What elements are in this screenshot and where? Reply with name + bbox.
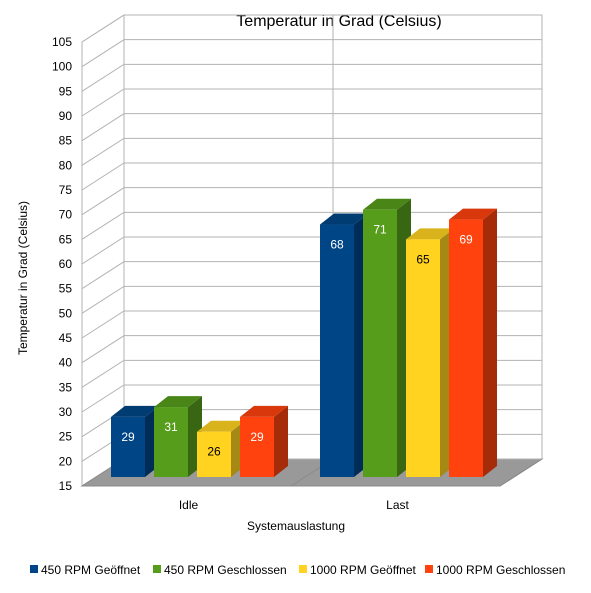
labels-layer: 29 31 26 29 68 71 65 69 xyxy=(121,223,473,459)
legend-label: 1000 RPM Geschlossen xyxy=(436,563,565,577)
gridline xyxy=(81,63,542,92)
legend-swatch xyxy=(299,565,307,573)
y-tick-label: 55 xyxy=(59,282,73,296)
data-label: 65 xyxy=(416,252,430,266)
bar-top xyxy=(363,198,411,210)
data-label: 71 xyxy=(373,223,387,237)
x-tick-label: Idle xyxy=(179,498,199,512)
bar xyxy=(406,228,454,477)
bar-front xyxy=(363,209,397,477)
legend-swatch xyxy=(30,565,38,573)
legend-item: 1000 RPM Geschlossen xyxy=(425,563,565,577)
bar-top xyxy=(240,405,288,417)
y-tick-label: 105 xyxy=(52,35,72,49)
gridline xyxy=(81,113,542,142)
gridline xyxy=(81,88,542,117)
bar-front xyxy=(154,407,188,477)
bar-top xyxy=(320,213,368,225)
data-label: 68 xyxy=(330,238,344,252)
legend-label: 450 RPM Geöffnet xyxy=(41,563,141,577)
legend-item: 1000 RPM Geöffnet xyxy=(299,563,417,577)
bar xyxy=(320,213,368,478)
data-label: 31 xyxy=(164,420,178,434)
y-tick-label: 85 xyxy=(59,134,73,148)
y-tick-label: 20 xyxy=(59,454,73,468)
data-label: 69 xyxy=(459,233,473,247)
y-tick-label: 35 xyxy=(59,380,73,394)
legend-label: 1000 RPM Geöffnet xyxy=(310,563,417,577)
legend-swatch xyxy=(153,565,161,573)
data-label: 29 xyxy=(250,430,264,444)
y-tick-label: 30 xyxy=(59,405,73,419)
bar-top xyxy=(406,228,454,240)
y-tick-label: 75 xyxy=(59,183,73,197)
bar xyxy=(449,208,497,477)
data-label: 26 xyxy=(207,445,221,459)
bar-top xyxy=(111,405,159,417)
floor-gridline xyxy=(499,458,543,487)
y-tick-label: 50 xyxy=(59,306,73,320)
x-tick-label: Last xyxy=(386,498,409,512)
legend-item: 450 RPM Geschlossen xyxy=(153,563,287,577)
y-axis-title: Temperatur in Grad (Celsius) xyxy=(16,201,30,355)
bars-layer xyxy=(111,198,497,478)
y-tick-label: 90 xyxy=(59,109,73,123)
y-tick-label: 60 xyxy=(59,257,73,271)
gridline xyxy=(81,137,542,166)
bar-side xyxy=(274,405,288,477)
bar-top xyxy=(154,396,202,408)
y-tick-label: 40 xyxy=(59,356,73,370)
y-tick-label: 45 xyxy=(59,331,73,345)
bar-front xyxy=(111,416,145,477)
bar xyxy=(111,405,159,477)
bar xyxy=(240,405,288,477)
bar-front xyxy=(240,416,274,477)
bar-front xyxy=(320,224,354,477)
y-tick-label: 15 xyxy=(59,479,73,493)
legend-label: 450 RPM Geschlossen xyxy=(164,563,287,577)
gridline xyxy=(81,162,542,191)
y-tick-label: 70 xyxy=(59,208,73,222)
legend-swatch xyxy=(425,565,433,573)
bar-top xyxy=(197,420,245,432)
bar xyxy=(197,420,245,477)
chart-title: Temperatur in Grad (Celsius) xyxy=(236,13,441,30)
bar-front xyxy=(406,239,440,477)
gridline xyxy=(81,39,542,68)
bar-front xyxy=(449,219,483,477)
data-label: 29 xyxy=(121,430,135,444)
y-tick-label: 80 xyxy=(59,158,73,172)
bar-top xyxy=(449,208,497,220)
bar-side xyxy=(483,208,497,477)
bar xyxy=(363,198,411,477)
x-axis-title: Systemauslastung xyxy=(247,519,345,533)
y-tick-label: 25 xyxy=(59,430,73,444)
legend-item: 450 RPM Geöffnet xyxy=(30,563,141,577)
legend: 450 RPM Geöffnet 450 RPM Geschlossen 1000 … xyxy=(30,563,565,577)
bar xyxy=(154,396,202,477)
bar-front xyxy=(197,431,231,477)
y-tick-label: 100 xyxy=(52,60,72,74)
y-tick-label: 95 xyxy=(59,84,73,98)
y-tick-label: 65 xyxy=(59,232,73,246)
